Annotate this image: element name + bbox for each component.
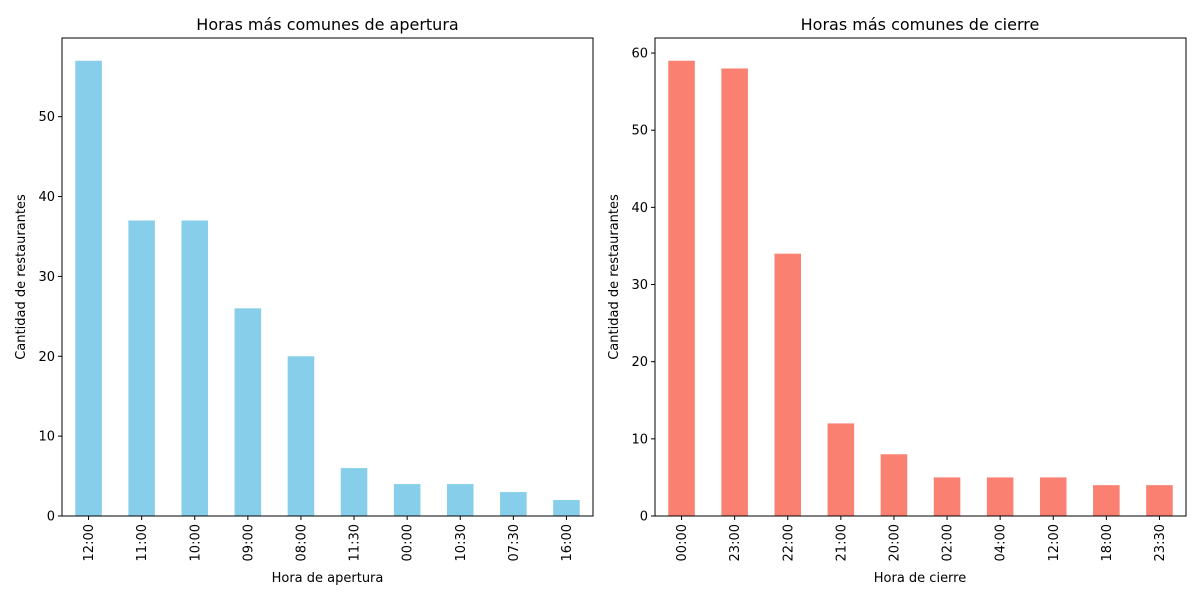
x-tick-label: 09:00 (241, 524, 256, 561)
x-tick-label: 11:30 (348, 524, 363, 561)
plot-frame (61, 37, 594, 517)
chart-closing-hours: Horas más comunes de cierre 0 10 20 30 40 50 6… (607, 15, 1187, 586)
bar-2100 (827, 423, 855, 516)
bar-0400 (986, 477, 1014, 516)
bar-1600 (553, 500, 580, 516)
bar-0800 (287, 356, 315, 516)
x-tick-label: 23:00 (728, 524, 743, 561)
bar-2300 (721, 68, 748, 516)
x-tick-label: 12:00 (1047, 524, 1062, 561)
bar-1200 (1039, 477, 1067, 516)
x-tick-label: 11:00 (135, 524, 150, 561)
x-tick-label: 23:30 (1153, 524, 1168, 561)
x-tick-label: 18:00 (1100, 524, 1115, 561)
y-axis-label: Cantidad de restaurantes (14, 194, 29, 360)
y-tick-label: 40 (38, 190, 55, 205)
bar-0000 (393, 484, 421, 516)
x-tick-label: 08:00 (294, 524, 309, 561)
x-tick-label: 07:30 (507, 524, 522, 561)
y-ticks-group: 0 10 20 30 40 50 (38, 110, 62, 525)
x-tick-label: 00:00 (401, 524, 416, 561)
bar-0200 (933, 477, 961, 516)
bars-group (668, 60, 1173, 517)
y-tick-label: 30 (38, 270, 55, 285)
x-axis-label: Hora de apertura (272, 571, 384, 586)
bar-0000 (668, 60, 695, 517)
bar-1030 (446, 484, 474, 516)
x-tick-label: 10:00 (188, 524, 203, 561)
bar-2000 (880, 454, 908, 516)
x-tick-label: 20:00 (887, 524, 902, 561)
bar-2330 (1146, 485, 1173, 516)
plot-frame (654, 37, 1187, 517)
y-tick-label: 60 (631, 47, 648, 62)
y-axis-label: Cantidad de restaurantes (607, 194, 622, 360)
bar-0730 (500, 492, 527, 516)
x-ticks-group: 00:00 23:00 22:00 21:00 20:00 02:00 04:00 12:00… (675, 516, 1168, 561)
x-ticks-group: 12:00 11:00 10:00 09:00 08:00 11:30 00:00 10:30… (82, 516, 575, 561)
bar-1000 (181, 220, 209, 516)
x-tick-label: 04:00 (994, 524, 1009, 561)
y-tick-label: 10 (38, 430, 55, 445)
x-tick-label: 21:00 (834, 524, 849, 561)
y-tick-label: 50 (38, 110, 55, 125)
bar-0900 (234, 308, 262, 516)
x-tick-label: 10:30 (454, 524, 469, 561)
bar-1800 (1093, 485, 1120, 516)
chart-title: Horas más comunes de apertura (196, 15, 458, 34)
bar-2200 (774, 253, 802, 516)
x-tick-label: 02:00 (941, 524, 956, 561)
x-tick-label: 22:00 (781, 524, 796, 561)
x-tick-label: 16:00 (560, 524, 575, 561)
x-axis-label: Hora de cierre (874, 571, 967, 586)
x-tick-label: 00:00 (675, 524, 690, 561)
y-tick-label: 50 (631, 124, 648, 139)
bar-1130 (340, 468, 368, 516)
chart-opening-hours: Horas más comunes de apertura 0 10 20 30 40 5… (14, 15, 594, 586)
x-tick-label: 12:00 (82, 524, 97, 561)
y-tick-label: 30 (631, 278, 648, 293)
y-tick-label: 0 (640, 510, 648, 525)
chart-title: Horas más comunes de cierre (801, 15, 1040, 34)
y-tick-label: 0 (47, 510, 55, 525)
y-tick-label: 20 (38, 350, 55, 365)
y-tick-label: 20 (631, 355, 648, 370)
bars-group (75, 60, 580, 517)
y-tick-label: 40 (631, 201, 648, 216)
y-ticks-group: 0 10 20 30 40 50 60 (631, 47, 655, 525)
y-tick-label: 10 (631, 432, 648, 447)
bar-1100 (128, 220, 155, 516)
bar-1200 (75, 60, 102, 517)
